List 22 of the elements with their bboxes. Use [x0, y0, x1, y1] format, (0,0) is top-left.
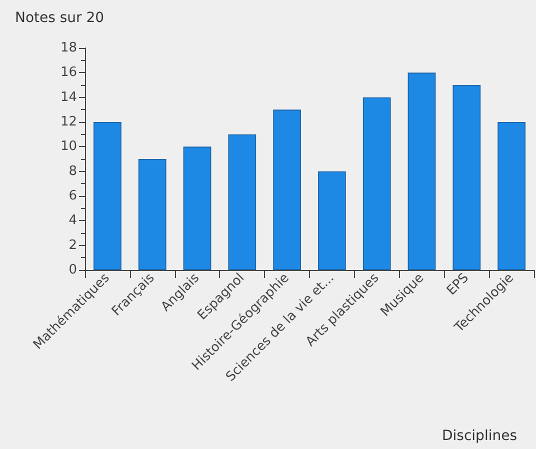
y-tick-label: 18	[60, 40, 77, 56]
y-axis-title: Notes sur 20	[15, 10, 104, 26]
y-tick-label: 8	[68, 164, 77, 179]
x-axis-title: Disciplines	[442, 428, 518, 444]
y-tick-label: 2	[68, 238, 77, 253]
bar	[452, 85, 481, 270]
bar	[498, 122, 526, 270]
y-tick-label: 16	[60, 65, 77, 80]
bar	[362, 97, 391, 270]
y-tick-label: 4	[68, 213, 77, 228]
bar	[94, 122, 122, 270]
y-tick-label: 6	[68, 188, 77, 204]
bar	[318, 171, 346, 270]
bar	[138, 159, 166, 270]
y-tick-label: 12	[60, 114, 77, 130]
y-tick-label: 14	[60, 90, 77, 105]
y-tick-label: 0	[68, 262, 77, 278]
bar	[273, 110, 301, 270]
bar	[228, 134, 256, 270]
bar	[408, 72, 436, 270]
bar	[183, 146, 212, 270]
y-tick-label: 10	[60, 139, 77, 154]
